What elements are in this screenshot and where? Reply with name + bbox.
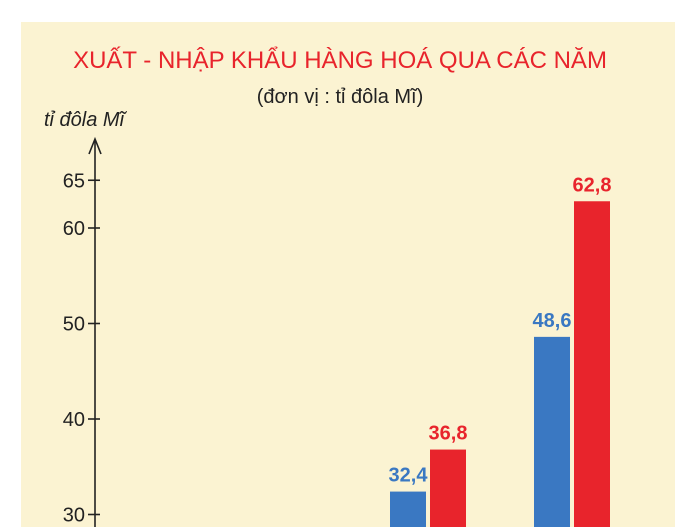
bar bbox=[574, 201, 610, 527]
y-axis-arrow bbox=[88, 136, 102, 155]
bar bbox=[534, 336, 570, 527]
y-tick-label: 50 bbox=[63, 314, 85, 336]
y-tick-label: 60 bbox=[63, 218, 85, 240]
bar-value-label: 36,8 bbox=[429, 423, 468, 445]
y-axis-label: tỉ đôla Mĩ bbox=[44, 109, 125, 131]
bar bbox=[430, 449, 466, 527]
y-tick-label: 40 bbox=[63, 409, 85, 431]
y-tick-label: 30 bbox=[63, 505, 85, 527]
chart-title: XUẤT - NHẬP KHẨU HÀNG HOÁ QUA CÁC NĂM bbox=[73, 47, 607, 74]
bar-value-label: 48,6 bbox=[533, 310, 572, 332]
bar-value-label: 32,4 bbox=[389, 465, 429, 487]
chart-subtitle: (đơn vị : tỉ đôla Mĩ) bbox=[256, 86, 424, 108]
y-tick-label: 65 bbox=[63, 170, 85, 192]
bar-value-label: 62,8 bbox=[573, 174, 612, 196]
bar bbox=[390, 491, 426, 527]
